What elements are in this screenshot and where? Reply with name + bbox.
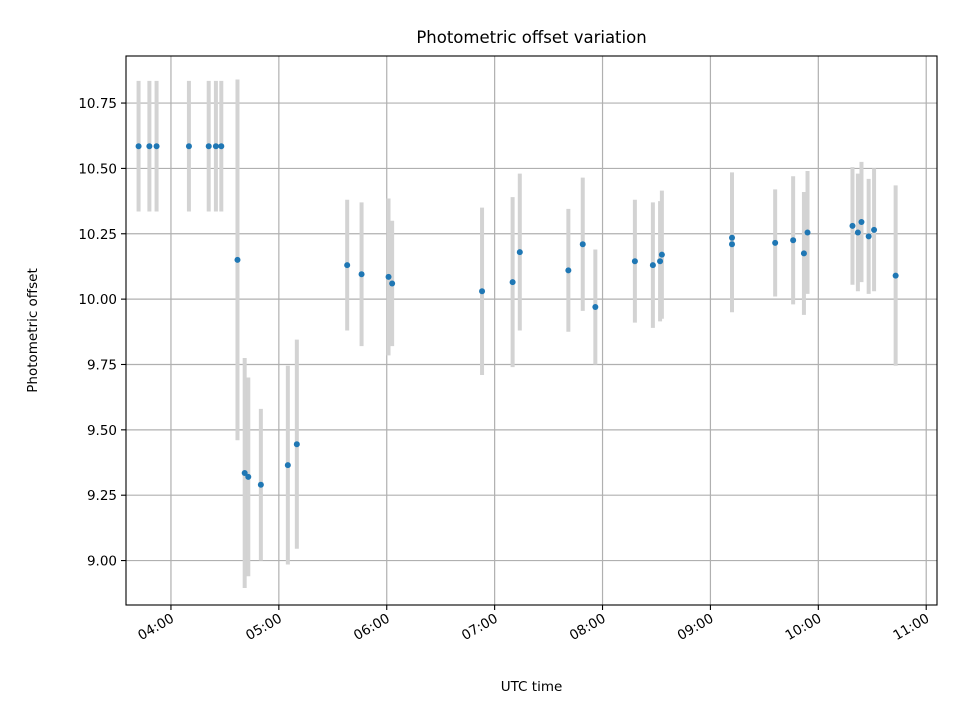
y-tick-label: 9.00 — [87, 554, 117, 570]
data-point — [153, 143, 160, 150]
x-tick-label: 09:00 — [675, 611, 717, 644]
x-tick-label: 05:00 — [243, 611, 285, 644]
y-tick-label: 10.50 — [78, 161, 117, 177]
data-point — [729, 234, 736, 241]
x-axis-ticks: 04:00 05:00 06:00 07:00 08:00 09:00 10:00 11:00 — [135, 605, 932, 644]
data-point — [146, 143, 153, 150]
data-point — [790, 237, 797, 244]
data-point — [284, 462, 291, 469]
y-tick-label: 9.50 — [87, 423, 117, 439]
data-point — [245, 473, 252, 480]
y-axis-label: Photometric offset — [25, 268, 41, 392]
y-tick-label: 10.75 — [78, 96, 117, 112]
data-point — [858, 219, 865, 226]
data-point — [212, 143, 219, 150]
data-point — [657, 258, 664, 265]
data-point — [579, 241, 586, 248]
y-tick-label: 9.75 — [87, 357, 117, 373]
data-point — [479, 288, 486, 295]
data-point — [205, 143, 212, 150]
x-axis-label: UTC time — [501, 679, 563, 695]
x-tick-label: 07:00 — [459, 611, 501, 644]
x-tick-label: 10:00 — [783, 611, 825, 644]
data-point — [800, 250, 807, 257]
data-point — [135, 143, 142, 150]
data-point — [565, 267, 572, 274]
data-point — [729, 241, 736, 248]
data-point — [358, 271, 365, 278]
data-point — [658, 251, 665, 258]
y-tick-label: 9.25 — [87, 488, 117, 504]
data-point — [218, 143, 225, 150]
y-tick-label: 10.00 — [78, 292, 117, 308]
data-point — [293, 441, 300, 448]
y-tick-label: 10.25 — [78, 227, 117, 243]
data-point — [772, 239, 779, 246]
x-tick-label: 11:00 — [891, 611, 933, 644]
data-point — [849, 222, 856, 229]
data-point — [185, 143, 192, 150]
data-point — [509, 279, 516, 286]
data-point — [592, 303, 599, 310]
data-point — [385, 273, 392, 280]
data-point — [649, 262, 656, 269]
data-point — [865, 233, 872, 240]
y-axis-ticks: 9.00 9.25 9.50 9.75 10.00 10.25 10.50 10.75 — [78, 96, 126, 570]
data-point — [389, 280, 396, 287]
x-tick-label: 04:00 — [135, 611, 177, 644]
x-tick-label: 08:00 — [567, 611, 609, 644]
data-point — [854, 229, 861, 236]
data-point — [234, 256, 241, 263]
chart-title: Photometric offset variation — [416, 28, 646, 47]
data-point — [631, 258, 638, 265]
data-point — [257, 481, 264, 488]
data-series — [135, 79, 899, 589]
data-point — [241, 469, 248, 476]
data-point — [871, 226, 878, 233]
data-point — [892, 272, 899, 279]
x-tick-label: 06:00 — [351, 611, 393, 644]
data-point — [344, 262, 351, 269]
plot-frame — [125, 55, 938, 606]
data-point — [516, 249, 523, 256]
data-point — [804, 229, 811, 236]
